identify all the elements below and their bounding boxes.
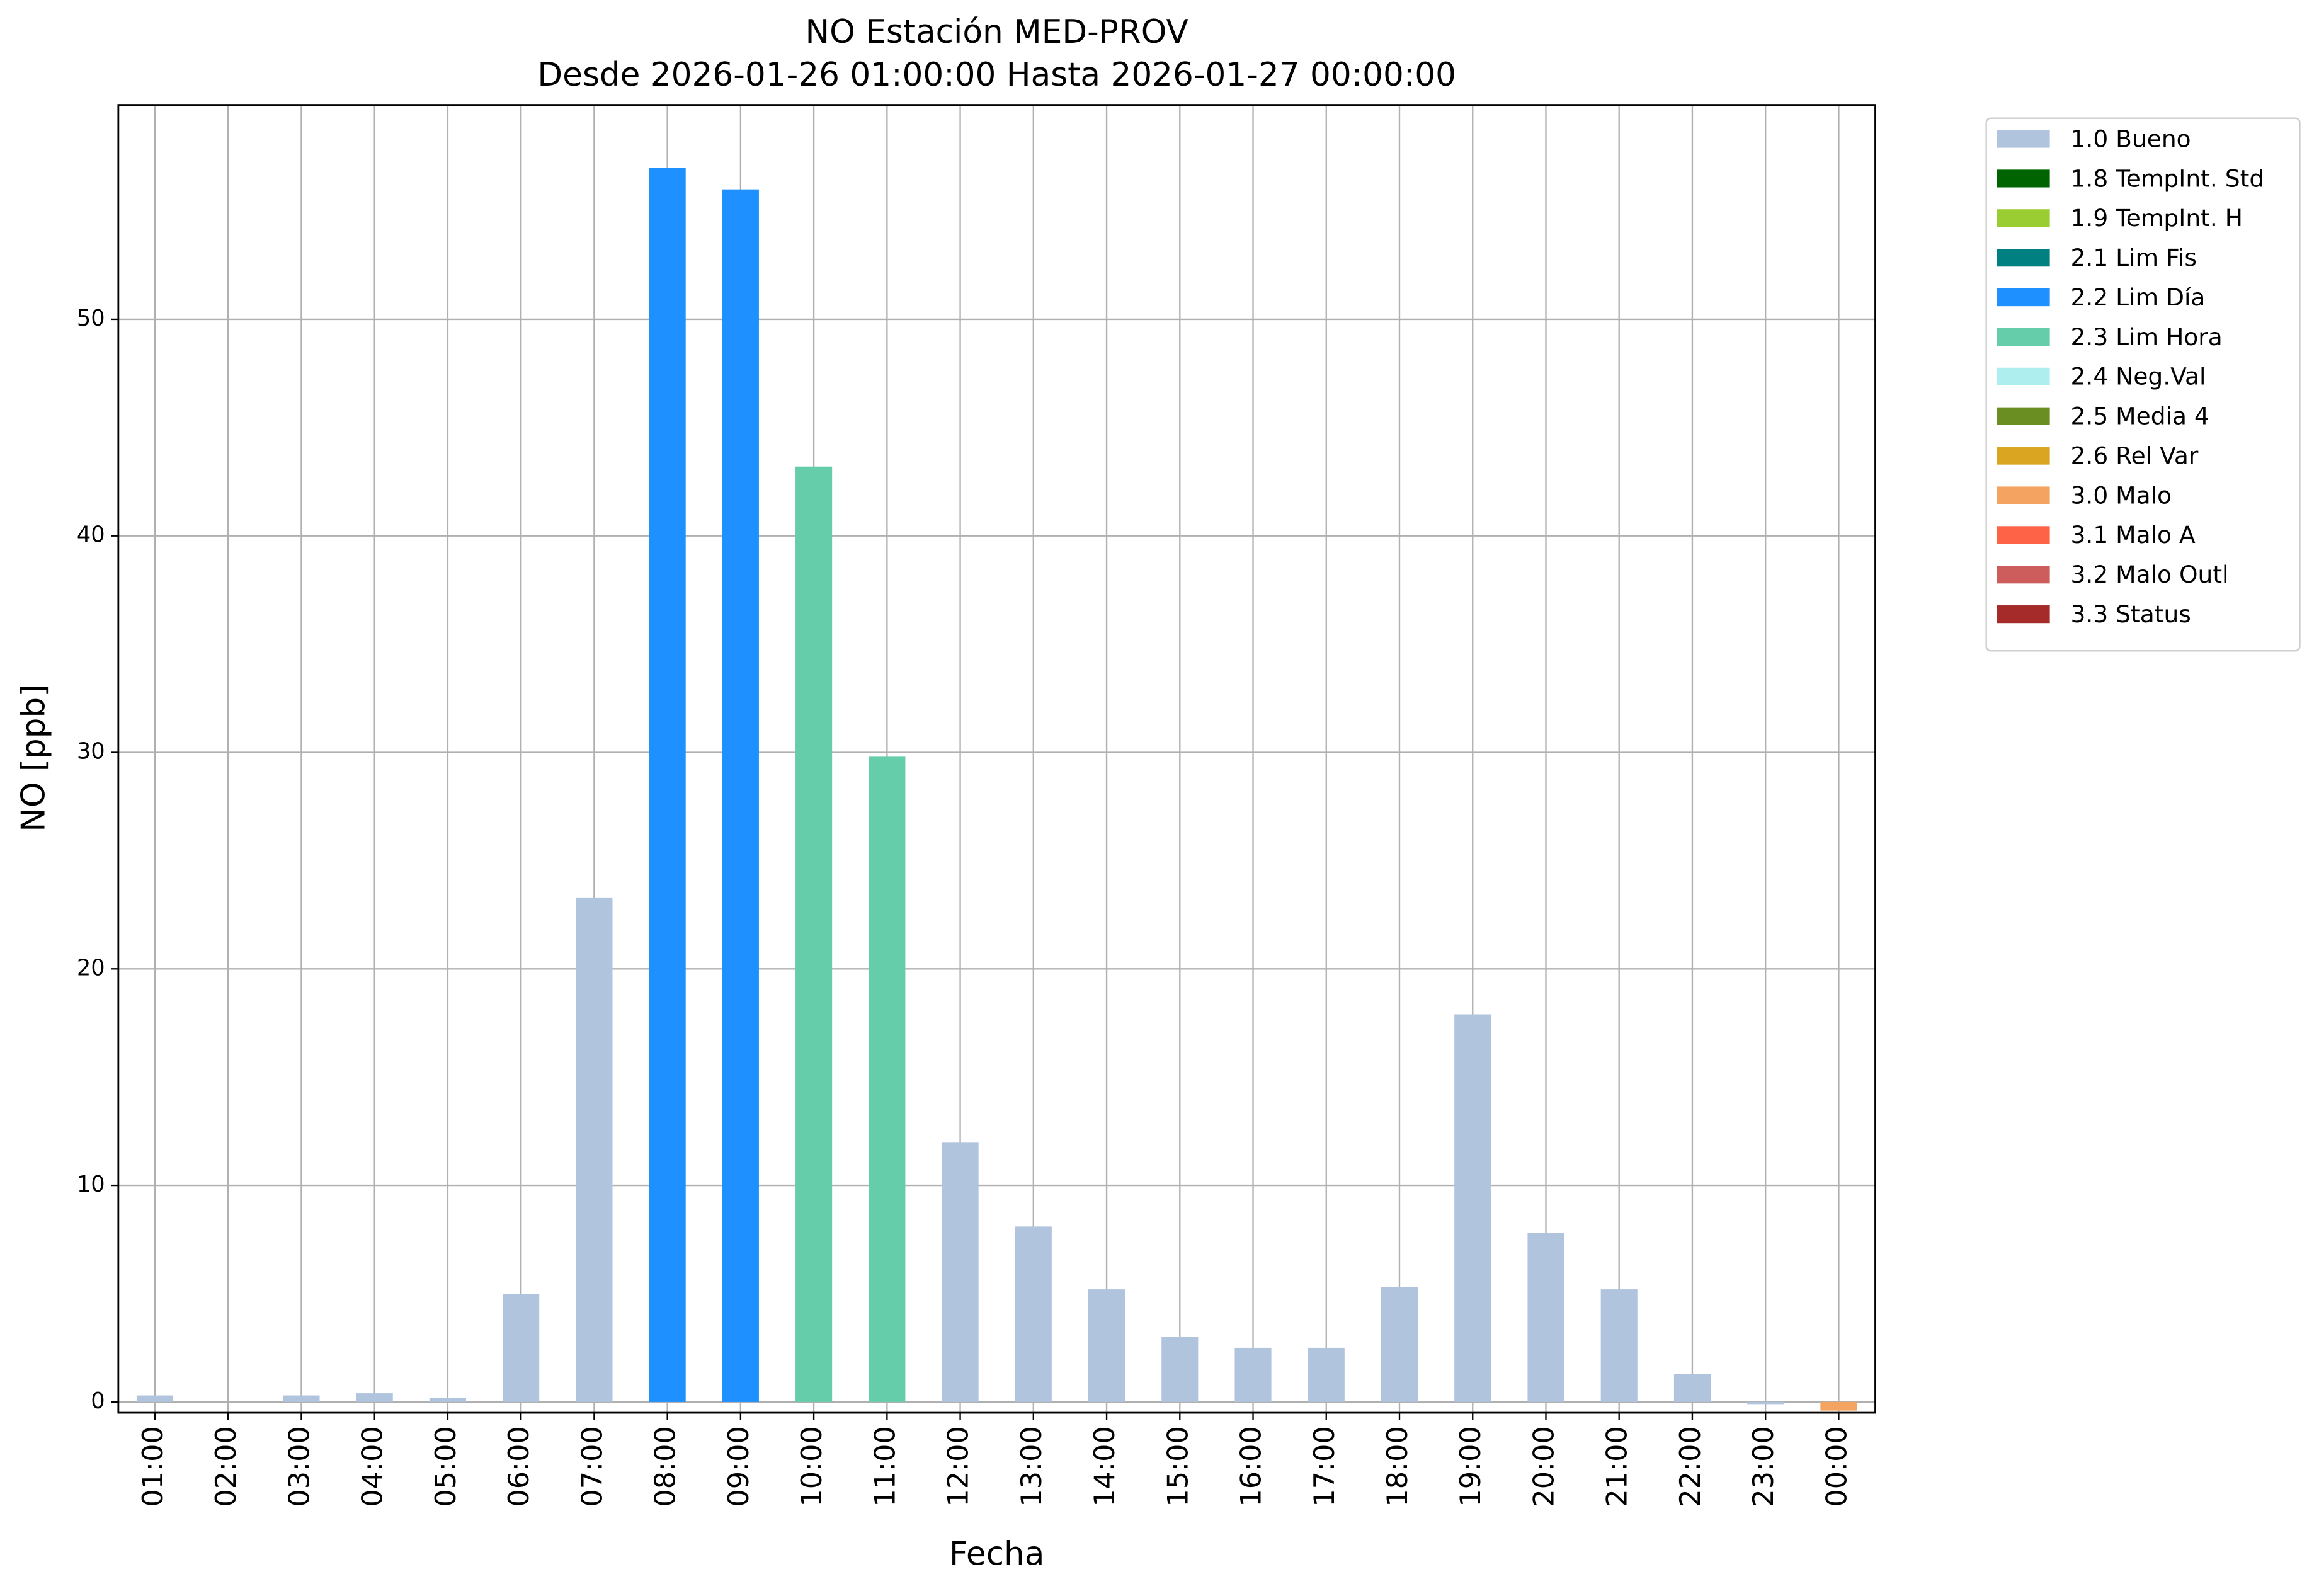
legend-swatch — [1997, 367, 2050, 385]
bar — [283, 1395, 320, 1402]
x-tick-label: 14:00 — [1088, 1426, 1121, 1507]
legend-label: 3.1 Malo A — [2071, 521, 2196, 549]
x-axis-label: Fecha — [949, 1536, 1044, 1573]
legend-swatch — [1997, 407, 2050, 425]
legend-swatch — [1997, 130, 2050, 148]
legend-label: 3.0 Malo — [2071, 481, 2172, 509]
x-tick-label: 09:00 — [722, 1426, 755, 1507]
legend-label: 1.8 TempInt. Std — [2071, 164, 2265, 192]
x-tick-label: 18:00 — [1381, 1426, 1414, 1507]
legend-label: 3.3 Status — [2071, 600, 2191, 628]
legend-label: 2.2 Lim Día — [2071, 283, 2206, 311]
x-tick-label: 05:00 — [430, 1426, 462, 1507]
bar — [1161, 1337, 1199, 1402]
y-tick-label: 20 — [77, 955, 105, 981]
bar — [1527, 1233, 1564, 1402]
legend-swatch — [1997, 169, 2050, 188]
x-tick-label: 02:00 — [210, 1426, 242, 1507]
bar — [942, 1142, 979, 1402]
y-tick-label: 40 — [77, 522, 105, 548]
y-tick-label: 50 — [77, 305, 105, 331]
chart-title: NO Estación MED-PROV — [806, 13, 1188, 51]
x-tick-label: 12:00 — [942, 1426, 975, 1507]
bar — [1234, 1347, 1272, 1402]
x-tick-label: 16:00 — [1235, 1426, 1268, 1507]
legend-label: 2.1 Lim Fis — [2071, 244, 2197, 271]
bar — [1600, 1289, 1638, 1402]
x-tick-label: 10:00 — [795, 1426, 828, 1507]
y-tick-label: 0 — [91, 1388, 105, 1414]
bar — [795, 466, 833, 1402]
bar — [722, 189, 759, 1402]
legend-swatch — [1997, 605, 2050, 624]
x-tick-label: 06:00 — [503, 1426, 535, 1507]
legend-swatch — [1997, 249, 2050, 267]
x-tick-label: 21:00 — [1601, 1426, 1634, 1507]
bar — [1381, 1287, 1418, 1402]
legend-label: 2.5 Media 4 — [2071, 402, 2209, 430]
x-tick-label: 11:00 — [869, 1426, 901, 1507]
legend-swatch — [1997, 526, 2050, 544]
x-tick-label: 03:00 — [283, 1426, 316, 1507]
x-tick-label: 07:00 — [576, 1426, 608, 1507]
plot-frame — [117, 104, 1876, 1414]
legend-label: 2.4 Neg.Val — [2071, 363, 2206, 390]
legend-swatch — [1997, 486, 2050, 504]
bar — [649, 168, 686, 1402]
bar — [1820, 1401, 1857, 1411]
legend-swatch — [1997, 209, 2050, 227]
x-tick-label: 08:00 — [649, 1426, 682, 1507]
bar — [576, 897, 613, 1402]
bar — [1454, 1014, 1491, 1402]
legend-label: 3.2 Malo Outl — [2071, 561, 2229, 588]
legend-label: 1.0 Bueno — [2071, 125, 2191, 152]
legend-swatch — [1997, 328, 2050, 346]
x-tick-label: 04:00 — [356, 1426, 389, 1507]
legend-label: 1.9 TempInt. H — [2071, 204, 2243, 232]
bar — [1673, 1374, 1711, 1402]
bar — [869, 756, 906, 1402]
x-tick-label: 17:00 — [1308, 1426, 1341, 1507]
x-tick-label: 23:00 — [1747, 1426, 1780, 1507]
x-tick-label: 22:00 — [1674, 1426, 1707, 1507]
y-tick-label: 10 — [77, 1171, 105, 1197]
x-tick-label: 00:00 — [1820, 1426, 1853, 1507]
legend-label: 2.3 Lim Hora — [2071, 323, 2223, 351]
y-tick-label: 30 — [77, 739, 105, 765]
x-tick-label: 01:00 — [137, 1426, 169, 1507]
bar — [1088, 1289, 1125, 1402]
legend-label: 2.6 Rel Var — [2071, 442, 2199, 469]
legend-swatch — [1997, 447, 2050, 465]
legend-box — [1985, 117, 2301, 652]
x-tick-label: 13:00 — [1015, 1426, 1048, 1507]
y-axis-label: NO [ppb] — [14, 685, 52, 832]
chart-subtitle: Desde 2026-01-26 01:00:00 Hasta 2026-01-… — [537, 56, 1456, 94]
legend-swatch — [1997, 566, 2050, 584]
bar — [429, 1397, 466, 1402]
legend-swatch — [1997, 288, 2050, 307]
bar — [356, 1393, 393, 1402]
bar — [503, 1293, 540, 1402]
bar — [1308, 1347, 1345, 1402]
bar — [1747, 1401, 1784, 1405]
bar — [1015, 1226, 1052, 1402]
x-tick-label: 19:00 — [1454, 1426, 1487, 1507]
x-tick-label: 15:00 — [1161, 1426, 1194, 1507]
x-tick-label: 20:00 — [1527, 1426, 1560, 1507]
bar — [136, 1395, 174, 1402]
